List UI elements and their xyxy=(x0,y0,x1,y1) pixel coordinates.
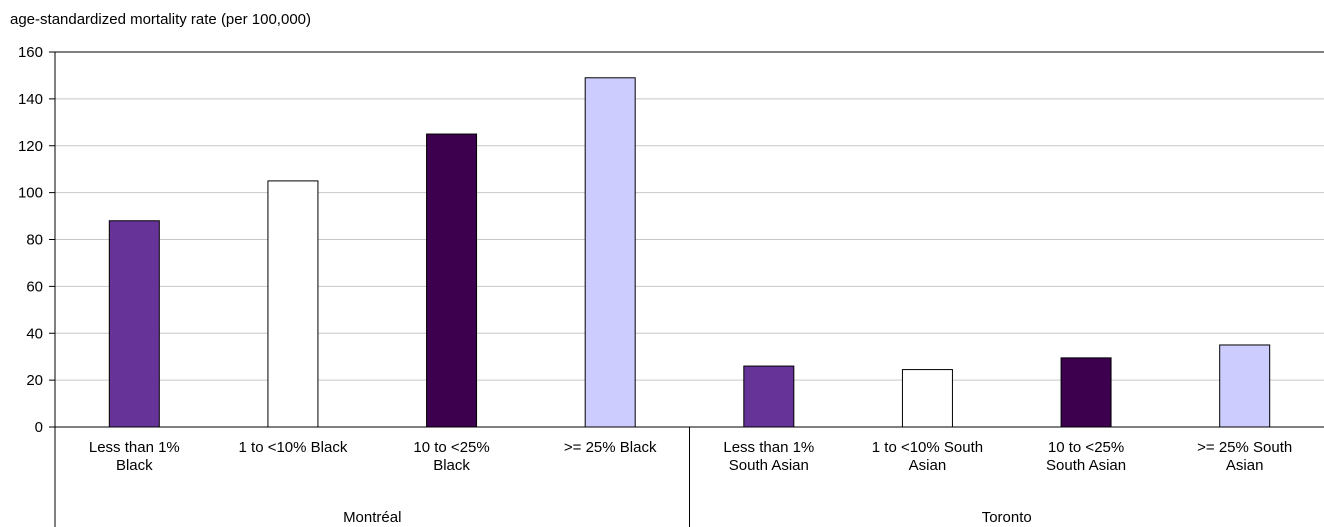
bar xyxy=(108,220,160,428)
axes xyxy=(49,51,1324,527)
category-label-line: 10 to <25% xyxy=(1048,439,1124,456)
bar xyxy=(267,180,319,428)
category-label-line: 1 to <10% South xyxy=(872,439,983,456)
bar xyxy=(426,133,478,428)
category-label-line: South Asian xyxy=(1046,457,1126,474)
bar xyxy=(901,369,953,428)
group-labels: Montréal Toronto xyxy=(343,509,1032,526)
y-tick-label: 160 xyxy=(18,44,43,61)
category-label-line: >= 25% South xyxy=(1197,439,1292,456)
category-label-line: Less than 1% xyxy=(89,439,180,456)
category-label-line: South Asian xyxy=(729,457,809,474)
y-tick-label: 0 xyxy=(35,419,43,436)
y-axis-label: age-standardized mortality rate (per 100… xyxy=(10,11,311,28)
category-label: 10 to <25% South Asian xyxy=(1046,439,1126,474)
category-label-line: 10 to <25% xyxy=(413,439,489,456)
y-tick-label: 80 xyxy=(26,232,43,249)
bar xyxy=(1219,344,1271,428)
category-label: >= 25% Black xyxy=(564,439,657,456)
category-label-line: Asian xyxy=(1226,457,1264,474)
group-label: Toronto xyxy=(982,509,1032,526)
category-label-line: Less than 1% xyxy=(723,439,814,456)
y-tick-label: 140 xyxy=(18,91,43,108)
y-tick-label: 120 xyxy=(18,138,43,155)
category-label-line: 1 to <10% Black xyxy=(239,439,348,456)
category-label-line: Black xyxy=(433,457,470,474)
category-label: 1 to <10% Black xyxy=(239,439,348,456)
category-label-line: >= 25% Black xyxy=(564,439,657,456)
y-tick-labels: 0 20 40 60 80 100 120 140 160 xyxy=(18,44,43,436)
bar xyxy=(584,77,636,428)
gridlines xyxy=(55,51,1324,381)
y-tick-label: 20 xyxy=(26,372,43,389)
category-label: Less than 1% South Asian xyxy=(723,439,814,474)
category-label: >= 25% South Asian xyxy=(1197,439,1292,474)
bars xyxy=(108,77,1271,428)
category-label: 1 to <10% South Asian xyxy=(872,439,983,474)
y-tick-label: 100 xyxy=(18,185,43,202)
category-label-line: Black xyxy=(116,457,153,474)
category-label: 10 to <25% Black xyxy=(413,439,489,474)
category-label-line: Asian xyxy=(909,457,947,474)
y-tick-label: 40 xyxy=(26,325,43,342)
bar xyxy=(743,365,795,428)
group-label: Montréal xyxy=(343,509,401,526)
y-tick-label: 60 xyxy=(26,278,43,295)
bar xyxy=(1060,357,1112,428)
category-label: Less than 1% Black xyxy=(89,439,180,474)
